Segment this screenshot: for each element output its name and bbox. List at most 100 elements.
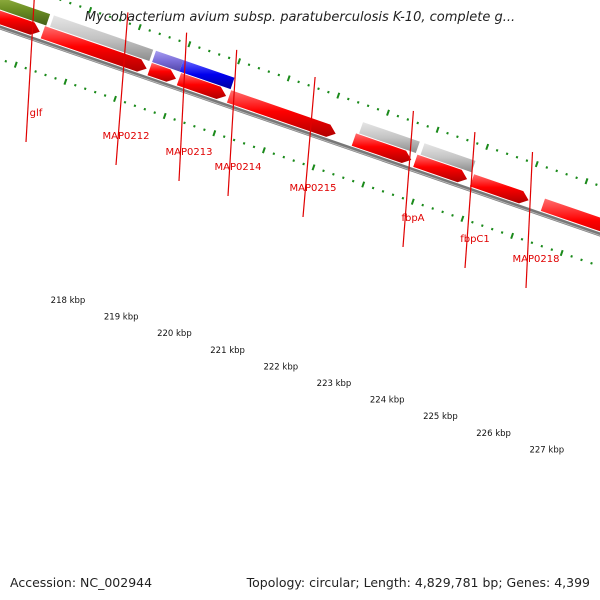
inner-tick <box>490 227 494 231</box>
inner-tick <box>332 172 335 176</box>
outer-tick <box>366 104 370 108</box>
inner-tick <box>13 61 18 68</box>
outer-tick <box>128 22 132 26</box>
outer-tick <box>475 142 479 145</box>
outer-tick <box>396 114 400 118</box>
cds-arrow[interactable] <box>147 62 177 82</box>
gene-box-map0212[interactable] <box>50 15 154 61</box>
inner-tick <box>153 111 157 114</box>
outer-tick <box>575 176 578 180</box>
outer-tick <box>137 23 142 31</box>
cds-arrow[interactable] <box>469 174 529 204</box>
outer-tick <box>178 39 181 43</box>
gene-box-map0214[interactable] <box>179 60 235 90</box>
scale-label: 218 kbp <box>51 296 86 306</box>
cds-arrow[interactable] <box>351 133 412 163</box>
scale-label: 227 kbp <box>529 445 564 455</box>
inner-tick <box>410 198 415 205</box>
outer-tick <box>534 160 539 168</box>
inner-tick <box>381 190 385 193</box>
scale-label: 221 kbp <box>210 346 245 356</box>
backbone-layer <box>0 25 600 237</box>
gene-box-glf[interactable] <box>0 0 51 26</box>
inner-tick <box>391 193 395 197</box>
outer-tick <box>545 166 549 169</box>
gene-label[interactable]: MAP0213 <box>166 147 213 158</box>
gene-label[interactable]: MAP0214 <box>215 162 262 173</box>
outer-tick <box>317 87 320 91</box>
gene-box-fbpc1[interactable] <box>420 143 476 173</box>
outer-tick <box>525 159 529 162</box>
gene-label[interactable]: MAP0215 <box>290 183 337 194</box>
outer-tick <box>505 152 509 156</box>
gene-leader-line <box>402 110 414 248</box>
inner-tick <box>580 258 583 262</box>
gene-label[interactable]: fbpA <box>401 213 424 224</box>
inner-tick <box>282 155 286 159</box>
inner-tick <box>559 249 564 257</box>
outer-tick <box>98 12 102 15</box>
inner-tick <box>113 95 117 103</box>
gene-leader-line <box>178 32 188 182</box>
inner-tick <box>162 112 167 120</box>
outer-tick <box>515 155 519 159</box>
inner-tick <box>222 135 226 138</box>
outer-tick <box>217 53 221 56</box>
inner-tick <box>203 128 206 132</box>
cds-arrow[interactable] <box>226 90 336 137</box>
scale-label: 222 kbp <box>263 362 298 372</box>
gene-leader-line <box>464 132 476 269</box>
inner-tick <box>193 124 196 128</box>
inner-tick <box>34 70 37 73</box>
genome-stats-text: Topology: circular; Length: 4,829,781 bp… <box>246 575 590 590</box>
outer-tick <box>277 73 281 77</box>
outer-tick <box>336 92 341 99</box>
inner-tick <box>173 118 176 121</box>
gene-label[interactable]: glf <box>30 108 43 119</box>
cds-arrow[interactable] <box>0 6 40 35</box>
gene-label[interactable]: MAP0212 <box>103 131 150 142</box>
inner-tick <box>54 77 57 80</box>
inner-tick <box>103 94 107 97</box>
gene-leader-line <box>115 12 129 166</box>
inner-tick <box>441 210 444 214</box>
outer-tick <box>346 97 350 101</box>
inner-tick <box>292 159 296 162</box>
gene-label[interactable]: MAP0218 <box>513 254 560 265</box>
outer-tick <box>68 1 72 5</box>
gene-box-map0213[interactable] <box>152 50 184 72</box>
outer-tick <box>267 70 271 73</box>
outer-tick <box>78 5 82 8</box>
scale-label: 225 kbp <box>423 412 458 422</box>
cds-arrow[interactable] <box>176 73 227 99</box>
outer-tick <box>59 0 62 2</box>
outer-tick <box>446 131 449 135</box>
scale-label: 220 kbp <box>157 329 192 339</box>
outer-tick <box>416 121 420 125</box>
inner-tick <box>242 142 246 145</box>
inner-tick <box>44 73 47 77</box>
outer-tick <box>257 66 261 70</box>
gene-box-fbpa[interactable] <box>359 122 420 153</box>
gene-label[interactable]: fbpC1 <box>460 234 490 245</box>
features-layer <box>0 0 600 248</box>
map-title: Mycobacterium avium subsp. paratuberculo… <box>84 10 516 25</box>
outer-tick <box>227 56 231 60</box>
scale-label: 223 kbp <box>317 379 352 389</box>
outer-tick <box>406 118 410 121</box>
inner-tick <box>183 121 186 125</box>
genome-backbone <box>0 25 600 237</box>
cds-arrow[interactable] <box>413 154 468 183</box>
inner-tick <box>143 107 147 111</box>
outer-tick <box>158 32 162 36</box>
cds-arrow[interactable] <box>540 198 600 248</box>
genome-backbone-highlight <box>0 27 600 237</box>
inner-tick <box>123 100 127 104</box>
cds-arrow[interactable] <box>40 26 147 72</box>
outer-tick <box>565 172 568 176</box>
inner-tick <box>83 87 87 91</box>
outer-tick <box>297 80 300 84</box>
outer-tick <box>485 143 490 151</box>
inner-tick <box>252 145 256 149</box>
